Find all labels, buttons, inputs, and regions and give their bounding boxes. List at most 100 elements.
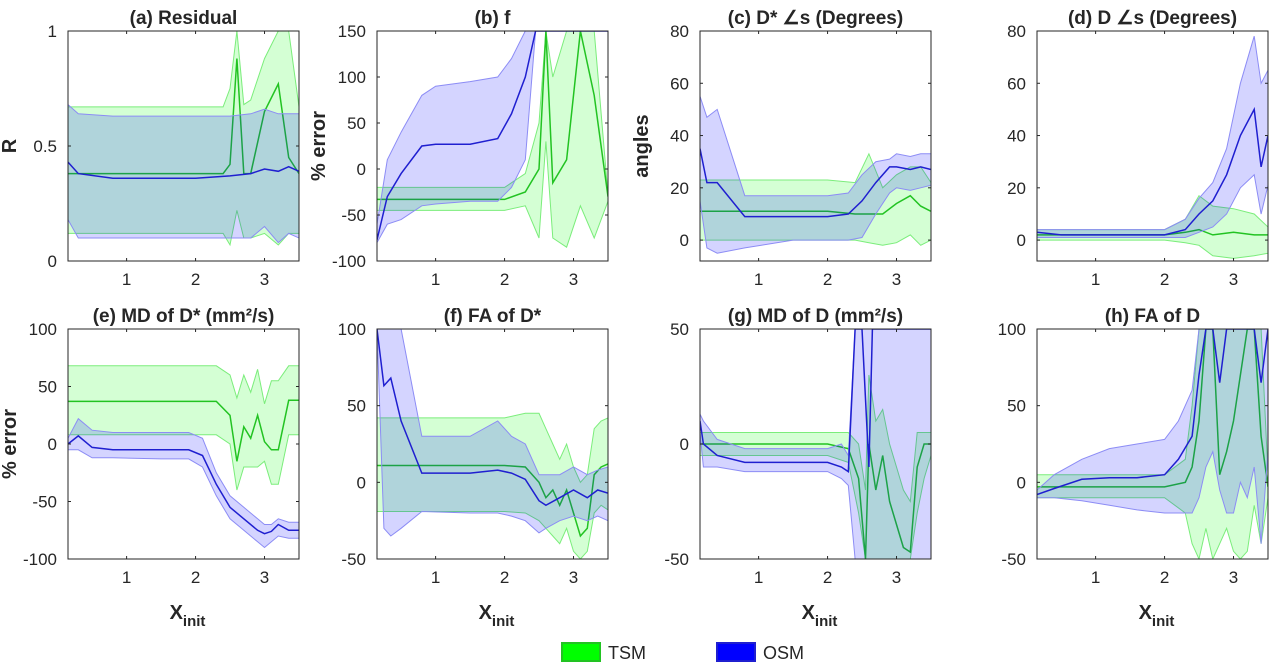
x-tick-label: 2: [191, 270, 200, 289]
x-tick-label: 3: [1229, 270, 1238, 289]
panel-g: 1 2 3 -50 0 50 (g) MD of D (mm²/s) Xinit: [664, 306, 932, 630]
x-tick-label: 1: [754, 568, 763, 587]
axes-box: [1036, 30, 1269, 262]
x-axis-label: Xinit: [1139, 602, 1175, 630]
line-tsm: [1037, 329, 1268, 488]
y-tick-label: 0.5: [33, 137, 57, 156]
y-axis-label: angles: [631, 114, 653, 177]
panel-title: (g) MD of D (mm²/s): [728, 306, 903, 327]
band-osm: [1037, 36, 1268, 238]
band-osm: [700, 329, 931, 559]
x-tick-label: 3: [260, 270, 269, 289]
y-tick-label: 100: [29, 320, 57, 339]
line-osm: [700, 148, 931, 218]
x-tick-label: 1: [1091, 270, 1100, 289]
plot-area: [700, 96, 931, 254]
plot-area: [68, 365, 299, 549]
y-tick-label: 100: [338, 320, 366, 339]
band-tsm: [1037, 194, 1268, 259]
legend-label-osm: OSM: [763, 643, 804, 663]
band-osm: [1037, 329, 1268, 544]
x-tick-label: 3: [260, 568, 269, 587]
band-osm: [68, 417, 299, 549]
y-tick-label: -50: [1001, 550, 1026, 569]
y-tick-label: 60: [670, 74, 689, 93]
y-tick-label: 50: [38, 378, 57, 397]
legend-swatch-tsm: [561, 642, 601, 662]
panel-a: 1 2 3 0 0.5 1 (a) Residual R: [0, 8, 300, 289]
x-tick-label: 2: [1160, 568, 1169, 587]
panel-f: 1 2 3 -50 0 50 100 (f) FA of D* Xinit: [338, 306, 609, 630]
panel-title: (a) Residual: [130, 8, 238, 29]
y-tick-label: 80: [670, 22, 689, 41]
y-tick-label: 0: [357, 473, 366, 492]
plot-area: [700, 329, 931, 559]
axes-box: [699, 30, 932, 262]
axes-box: [376, 30, 609, 262]
axes-box: [376, 328, 609, 560]
panel-title: (d) D ∠s (Degrees): [1068, 8, 1237, 29]
line-osm: [377, 31, 608, 240]
panel-title: (f) FA of D*: [444, 306, 542, 327]
line-tsm: [377, 463, 608, 538]
band-tsm: [377, 412, 608, 559]
y-tick-label: -100: [23, 550, 57, 569]
x-tick-label: 2: [191, 568, 200, 587]
line-tsm: [377, 31, 608, 201]
x-tick-label: 2: [823, 568, 832, 587]
line-osm: [700, 329, 931, 473]
y-tick-label: 0: [48, 435, 57, 454]
axes-box: [1036, 328, 1269, 560]
y-tick-label: 150: [338, 22, 366, 41]
y-tick-label: 60: [1007, 74, 1026, 93]
y-tick-label: 40: [1007, 127, 1026, 146]
panel-title: (c) D* ∠s (Degrees): [728, 8, 903, 29]
y-axis-label: % error: [308, 111, 330, 181]
y-tick-label: 1: [48, 22, 57, 41]
x-tick-label: 3: [569, 270, 578, 289]
y-tick-label: 50: [347, 114, 366, 133]
x-tick-label: 3: [892, 270, 901, 289]
band-osm: [68, 103, 299, 244]
y-tick-label: -100: [332, 252, 366, 271]
y-tick-label: 20: [1007, 179, 1026, 198]
x-tick-label: 1: [431, 568, 440, 587]
y-tick-label: 50: [1007, 397, 1026, 416]
plot-area: [377, 329, 608, 559]
band-osm: [377, 31, 608, 244]
plot-area: [1037, 36, 1268, 259]
x-tick-label: 1: [754, 270, 763, 289]
band-tsm: [68, 365, 299, 491]
y-tick-label: 80: [1007, 22, 1026, 41]
panel-b: 1 2 3 -100 -50 0 50 100 150 (b) f % error: [308, 8, 609, 289]
x-tick-label: 2: [823, 270, 832, 289]
band-tsm: [68, 31, 299, 247]
x-axis-label: Xinit: [479, 602, 515, 630]
y-tick-label: 0: [357, 160, 366, 179]
y-tick-label: -50: [341, 550, 366, 569]
line-osm: [1037, 329, 1268, 496]
legend-label-tsm: TSM: [608, 643, 646, 663]
line-tsm: [68, 58, 299, 175]
line-osm: [68, 434, 299, 535]
panel-c: 1 2 3 0 20 40 60 80 (c) D* ∠s (Degrees) angles: [631, 8, 932, 289]
y-tick-label: 0: [48, 252, 57, 271]
line-osm: [377, 329, 608, 507]
legend-swatch-osm: [716, 642, 756, 662]
band-tsm: [377, 31, 608, 248]
panel-e: 1 2 3 -100 -50 0 50 100 (e) MD of D* (mm²/s) % er…: [0, 306, 300, 630]
line-tsm: [700, 194, 931, 215]
y-tick-label: 40: [670, 127, 689, 146]
panel-title: (b) f: [475, 8, 512, 29]
x-axis-label: Xinit: [802, 602, 838, 630]
band-tsm: [1037, 329, 1268, 559]
y-tick-label: 20: [670, 179, 689, 198]
band-tsm: [700, 374, 931, 559]
y-tick-label: 50: [347, 397, 366, 416]
line-tsm: [700, 443, 931, 559]
y-axis-label: % error: [0, 409, 21, 479]
line-tsm: [68, 399, 299, 462]
